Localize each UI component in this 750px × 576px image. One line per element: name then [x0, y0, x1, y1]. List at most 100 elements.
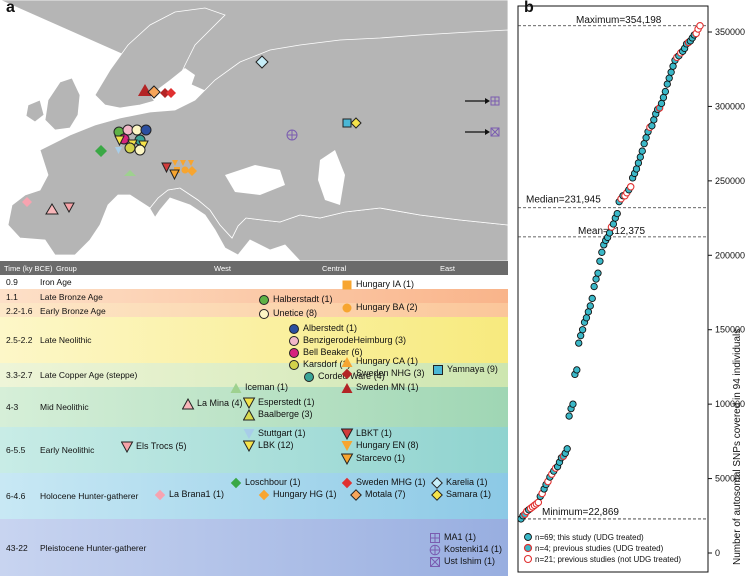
panel-a-letter: a [6, 0, 15, 16]
sample-marker-icon [341, 368, 353, 380]
table-header: Time (ky BCE) Group West Central East [0, 261, 508, 275]
legend-marker [524, 533, 532, 541]
sample-marker-icon [154, 489, 166, 501]
sample-label: Samara (1) [446, 489, 492, 499]
period-row: 6-5.5 Early Neolithic [0, 427, 508, 473]
period-time: 2.5-2.2 [6, 335, 33, 345]
sample-entry: Hungary CA (1) [341, 356, 427, 368]
sample-marker-icon [243, 440, 256, 452]
baltic-sea [150, 68, 195, 110]
sample-label: Sweden MN (1) [356, 382, 419, 392]
legend-label: n=4; previous studies (UDG treated) [535, 544, 664, 553]
sample-entry: Samara (1) [431, 489, 497, 501]
sample-marker-icon [230, 383, 242, 393]
sample-entry: Els Trocs (5) [121, 441, 202, 453]
sample-label: La Mina (4) [197, 398, 243, 408]
sample-entry: Yamnaya (9) [432, 364, 503, 376]
sample-marker-icon [433, 365, 443, 375]
y-tick-label: 300000 [715, 101, 745, 111]
ireland [25, 99, 45, 123]
sample-marker-icon [341, 357, 353, 367]
period-time: 2.2-1.6 [6, 306, 33, 316]
sample-entry: Starcevo (1) [341, 453, 417, 465]
sample-label: LBKT (1) [356, 428, 392, 438]
legend-label: n=21; previous studies (not UDG treated) [535, 555, 681, 564]
y-axis-label: Number of autosomal SNPs covered in 94 i… [732, 328, 743, 565]
sample-entry: BenzigerodeHeimburg (3) [288, 335, 420, 347]
sample-entry: Ust Ishim (1) [429, 556, 510, 568]
sample-label: Hungary HG (1) [273, 489, 337, 499]
header-time: Time (ky BCE) [4, 264, 53, 273]
sample-marker-icon [341, 441, 353, 451]
sample-entry: Iceman (1) [230, 382, 296, 394]
sample-entry: Baalberge (3) [243, 409, 324, 421]
data-point [657, 99, 666, 108]
sample-marker-icon [289, 348, 299, 358]
mediterranean [0, 195, 300, 261]
sample-label: Karelia (1) [446, 477, 488, 487]
reference-label: Median=231,945 [526, 195, 601, 206]
sample-marker-icon [182, 398, 195, 410]
period-time: 6-5.5 [6, 445, 26, 455]
sample-entry: LBK (12) [243, 440, 299, 452]
data-point [578, 326, 587, 334]
data-point [650, 116, 658, 124]
period-time: 0.9 [6, 277, 18, 287]
y-tick-label: 150000 [715, 325, 745, 335]
sample-marker-icon [341, 453, 354, 465]
plot-frame [517, 5, 709, 573]
sample-label: Motala (7) [365, 489, 406, 499]
period-row: 6-4.6 Holocene Hunter-gatherer [0, 473, 508, 519]
sample-label: Loschbour (1) [245, 477, 301, 487]
header-central: Central [322, 264, 347, 273]
sample-entry: Sweden MN (1) [341, 382, 422, 394]
sample-label: Hungary IA (1) [356, 279, 415, 289]
data-point [588, 294, 596, 303]
period-group: Early Neolithic [40, 445, 95, 455]
sample-label: Stuttgart (1) [258, 428, 306, 438]
marker-yamnaya-area [255, 55, 269, 69]
period-row: 1.1 Late Bronze Age [0, 289, 508, 303]
sample-entry: Corded Ware (4) [303, 371, 395, 383]
sample-label: BenzigerodeHeimburg (3) [303, 335, 407, 345]
sample-label: Yamnaya (9) [447, 364, 498, 374]
sample-entry: Stuttgart (1) [243, 428, 324, 440]
data-point [632, 165, 641, 173]
data-point [598, 248, 606, 256]
data-point [636, 153, 644, 161]
legend-label: n=69; this study (UDG treated) [535, 533, 644, 542]
data-point [659, 93, 668, 102]
data-point [613, 209, 621, 218]
sample-label: Els Trocs (5) [136, 441, 187, 451]
panel-b: 0 50000 100000 150000 200000 250000 300000 3500… [512, 0, 750, 576]
sample-entry: Kostenki14 (1) [429, 544, 515, 556]
period-time: 6-4.6 [6, 491, 26, 501]
sample-label: Halberstadt (1) [273, 294, 333, 304]
sample-marker-icon [258, 489, 270, 501]
period-row: 43-22 Pleistocene Hunter-gatherer [0, 519, 508, 576]
data-point [634, 159, 643, 167]
sample-label: MA1 (1) [444, 532, 477, 542]
y-tick-label: 50000 [715, 474, 740, 484]
sample-entry: MA1 (1) [429, 532, 480, 544]
header-west: West [214, 264, 231, 273]
sample-marker-icon [430, 557, 440, 567]
snp-coverage-chart: 0 50000 100000 150000 200000 250000 300000 3500… [517, 5, 745, 573]
sample-marker-icon [431, 489, 443, 501]
data-point [592, 275, 600, 283]
data-point [586, 302, 594, 310]
sample-entry: Alberstedt (1) [288, 323, 374, 335]
sample-entry: Hungary HG (1) [258, 489, 344, 501]
period-group: Pleistocene Hunter-gatherer [40, 542, 147, 553]
sample-label: Hungary CA (1) [356, 356, 419, 366]
data-point [638, 147, 646, 155]
sample-marker-icon [341, 477, 353, 489]
sample-label: LBK (12) [258, 440, 294, 450]
sample-marker-icon [289, 360, 299, 370]
data-point [534, 498, 543, 507]
period-row: 2.5-2.2 Late Neolithic [0, 317, 508, 363]
y-tick-label: 350000 [715, 27, 745, 37]
period-row: 2.2-1.6 Early Bronze Age [0, 303, 508, 317]
data-point [665, 74, 673, 82]
sample-marker-icon [431, 477, 443, 489]
